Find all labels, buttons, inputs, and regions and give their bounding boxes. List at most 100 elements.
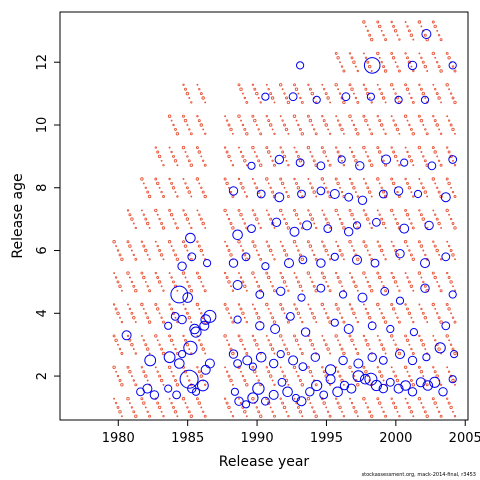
red-point bbox=[378, 119, 382, 123]
red-point bbox=[240, 245, 242, 248]
y-axis-title: Release age bbox=[10, 173, 26, 258]
red-point bbox=[396, 65, 399, 68]
red-point bbox=[273, 383, 276, 386]
red-point bbox=[162, 195, 165, 198]
red-point bbox=[404, 177, 407, 181]
red-point bbox=[272, 320, 277, 324]
blue-point bbox=[228, 349, 239, 359]
red-point bbox=[312, 159, 316, 163]
red-point bbox=[188, 128, 191, 131]
red-point bbox=[313, 222, 316, 225]
red-point bbox=[162, 258, 165, 261]
red-point bbox=[269, 248, 273, 253]
red-point bbox=[376, 83, 379, 86]
red-point bbox=[419, 118, 424, 123]
red-point bbox=[271, 285, 274, 288]
red-point bbox=[356, 132, 360, 136]
red-point bbox=[176, 415, 179, 418]
red-point bbox=[134, 289, 138, 293]
red-point bbox=[382, 190, 386, 194]
red-point bbox=[308, 338, 312, 342]
red-point bbox=[147, 320, 152, 324]
red-point bbox=[199, 248, 204, 253]
red-point bbox=[338, 92, 342, 95]
red-point bbox=[293, 272, 296, 275]
red-point bbox=[145, 347, 150, 351]
red-point bbox=[295, 245, 298, 248]
red-point bbox=[340, 347, 344, 351]
red-point bbox=[322, 370, 326, 374]
red-point bbox=[170, 276, 173, 279]
red-point bbox=[130, 406, 134, 409]
red-point bbox=[434, 213, 437, 216]
red-point bbox=[238, 272, 240, 275]
red-point bbox=[154, 146, 158, 149]
red-point bbox=[257, 379, 260, 382]
red-point bbox=[265, 209, 268, 212]
red-point bbox=[227, 280, 231, 284]
blue-point bbox=[448, 290, 457, 299]
red-point bbox=[424, 348, 427, 351]
red-point bbox=[368, 97, 371, 99]
red-point bbox=[356, 289, 359, 292]
red-point bbox=[156, 276, 160, 279]
red-point bbox=[425, 383, 429, 387]
red-point bbox=[181, 145, 186, 150]
blue-point bbox=[386, 324, 395, 334]
red-point bbox=[173, 159, 178, 163]
red-point bbox=[144, 343, 148, 347]
red-point bbox=[380, 312, 383, 315]
red-point bbox=[201, 285, 205, 288]
blue-point bbox=[330, 252, 339, 261]
red-point bbox=[411, 383, 415, 387]
red-point bbox=[118, 347, 122, 351]
red-point bbox=[421, 186, 425, 190]
red-point bbox=[409, 127, 413, 131]
red-point bbox=[447, 181, 451, 186]
red-point bbox=[257, 284, 261, 288]
red-point bbox=[407, 311, 412, 315]
red-point bbox=[423, 284, 427, 288]
red-point bbox=[391, 181, 396, 186]
red-point bbox=[294, 338, 299, 342]
red-point bbox=[185, 343, 190, 347]
red-point bbox=[281, 276, 285, 279]
red-point bbox=[154, 271, 158, 275]
red-point bbox=[381, 347, 386, 351]
red-point bbox=[296, 405, 300, 409]
blue-point bbox=[381, 154, 392, 165]
blue-point bbox=[297, 293, 306, 302]
red-point bbox=[351, 245, 353, 248]
red-point bbox=[376, 302, 380, 307]
red-point bbox=[198, 182, 201, 185]
red-point bbox=[356, 383, 360, 387]
red-point bbox=[293, 303, 296, 306]
red-point bbox=[189, 289, 194, 293]
red-point bbox=[157, 154, 162, 159]
red-point bbox=[188, 379, 191, 382]
blue-point bbox=[274, 192, 285, 203]
red-point bbox=[422, 249, 425, 252]
red-point bbox=[273, 414, 276, 418]
red-point bbox=[174, 127, 177, 131]
red-point bbox=[417, 397, 422, 401]
red-point bbox=[223, 271, 227, 275]
red-point bbox=[324, 343, 328, 347]
red-point bbox=[253, 118, 257, 123]
red-point bbox=[352, 249, 356, 252]
red-point bbox=[382, 65, 386, 69]
red-point bbox=[410, 191, 413, 194]
red-point bbox=[170, 150, 173, 154]
red-point bbox=[283, 217, 286, 221]
red-point bbox=[436, 406, 439, 409]
red-point bbox=[392, 339, 395, 342]
blue-point bbox=[199, 320, 210, 331]
red-point bbox=[200, 312, 203, 315]
blue-point bbox=[277, 377, 287, 387]
red-point bbox=[366, 186, 370, 190]
red-point bbox=[201, 159, 205, 163]
red-point bbox=[336, 119, 340, 122]
red-point bbox=[188, 222, 191, 225]
red-point bbox=[329, 226, 332, 229]
red-point bbox=[161, 226, 166, 230]
